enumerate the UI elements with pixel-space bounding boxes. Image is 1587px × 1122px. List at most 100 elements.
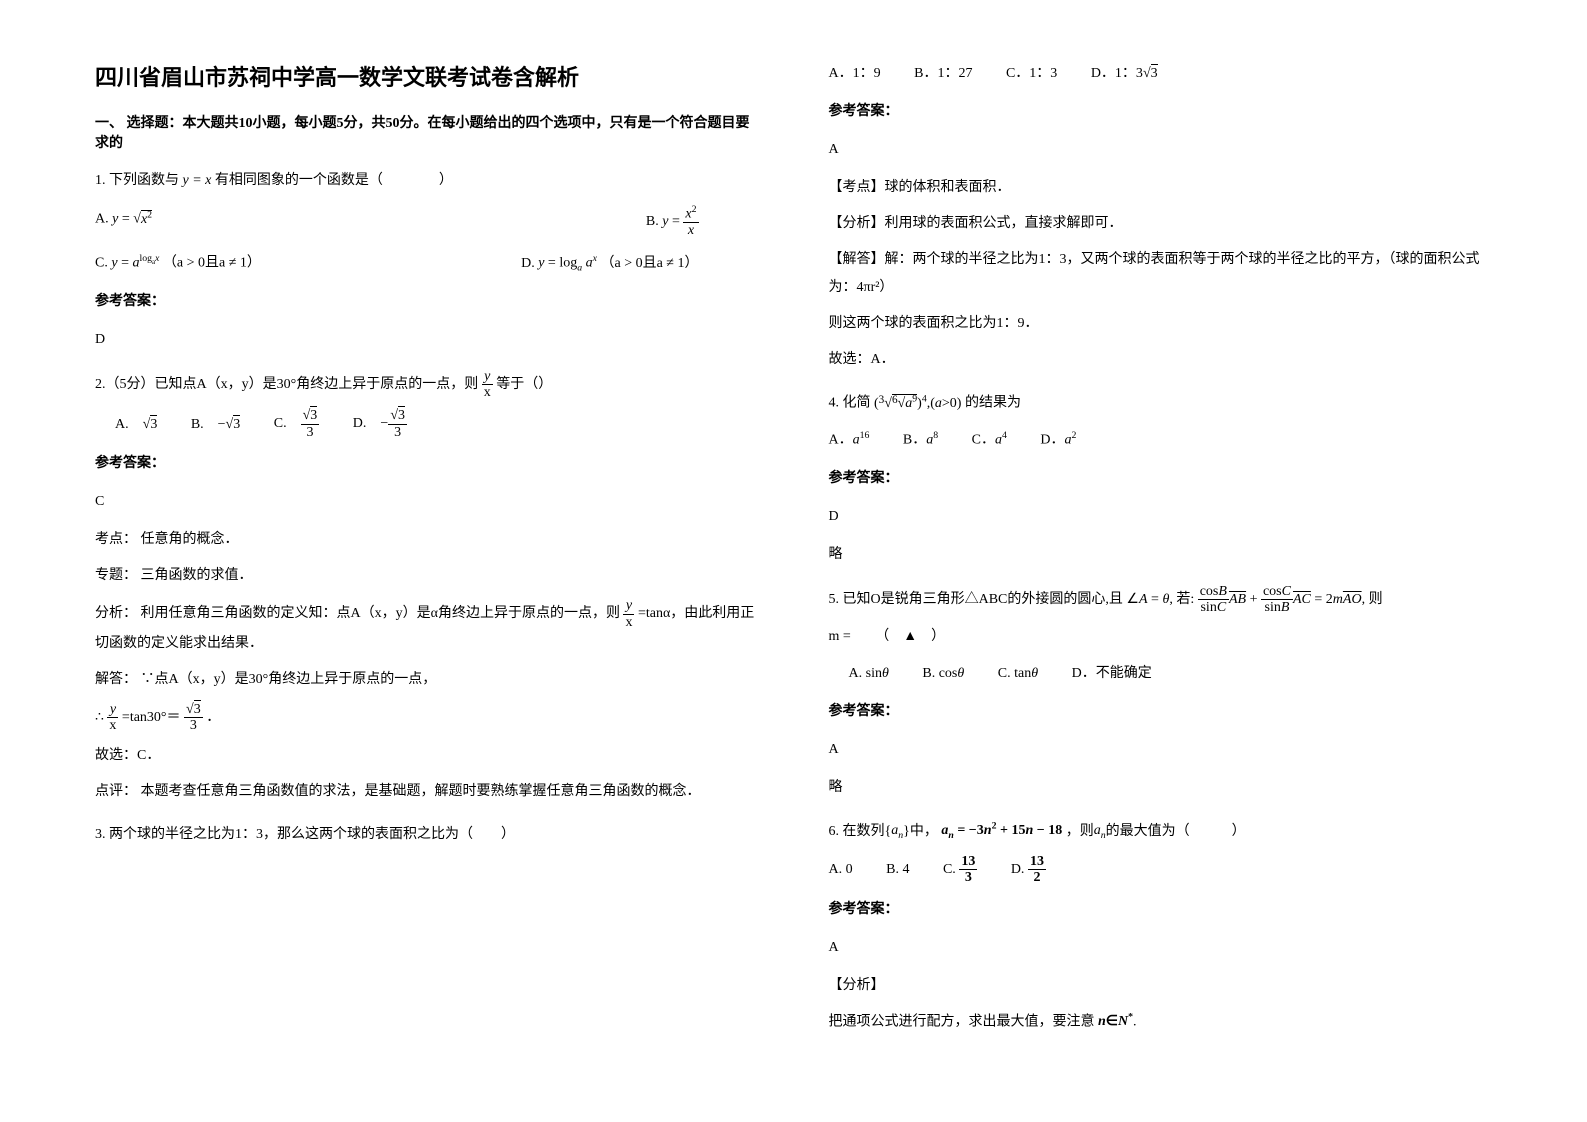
frac-y-x: yx bbox=[482, 369, 493, 401]
q2-answer: C bbox=[95, 488, 759, 516]
q3-guxuan: 故选：A． bbox=[829, 346, 1493, 374]
question-6: 6. 在数列{an}中， an = −3n2 + 15n − 18 ，则an的最… bbox=[829, 817, 1493, 1037]
section-header: 一、 选择题：本大题共10小题，每小题5分，共50分。在每小题给出的四个选项中，… bbox=[95, 112, 759, 152]
q5-stem-mid: 若: bbox=[1176, 592, 1194, 607]
frac-y-x-3: yx bbox=[107, 702, 118, 734]
zhuanti-label: 专题： bbox=[95, 568, 137, 583]
q3-answer: A bbox=[829, 136, 1493, 164]
question-1: 1. 下列函数与 y = x 有相同图象的一个函数是（ ） A. y = √x2… bbox=[95, 167, 759, 354]
q3-stem: 3. 两个球的半径之比为1：3，那么这两个球的表面积之比为（ ） bbox=[95, 821, 759, 849]
q5-optD: D．不能确定 bbox=[1072, 660, 1152, 688]
q5-big-formula: cosBsinCAB + cosCsinBAC = 2mAO, bbox=[1198, 584, 1365, 616]
right-column: A．1：9 B．1：27 C．1：3 D．1：3√3 参考答案： A 【考点】球… bbox=[829, 60, 1493, 1051]
jieda2-post: ． bbox=[206, 710, 220, 725]
q1-optC: C. y = alogax （a > 0且a ≠ 1） bbox=[95, 249, 261, 278]
q3-jieda: 解：两个球的半径之比为1：3，又两个球的表面积等于两个球的半径之比的平方，（球的… bbox=[829, 252, 1480, 295]
q6-stem-end: 的最大值为（ ） bbox=[1106, 823, 1246, 838]
q4-formula: (3√6√a9)4,(a>0) bbox=[874, 389, 961, 418]
formula-x2-over-x: y = x2x bbox=[662, 205, 698, 238]
q3-fenxi: 利用球的表面积公式，直接求解即可． bbox=[885, 216, 1123, 231]
zhuanti: 三角函数的求值． bbox=[141, 568, 253, 583]
fenxi-label: 分析： bbox=[95, 606, 137, 621]
q6-stem-mid: }中， bbox=[903, 823, 938, 838]
question-5: 5. 已知O是锐角三角形△ABC的外接圆的圆心,且 ∠A = θ, 若: cos… bbox=[829, 584, 1493, 802]
q6-answer: A bbox=[829, 934, 1493, 962]
frac-sqrt3-3: √33 bbox=[184, 702, 203, 734]
dianping: 本题考查任意角三角函数值的求法，是基础题，解题时要熟练掌握任意角三角函数的概念． bbox=[141, 784, 701, 799]
jieda2-mid: =tan30°＝ bbox=[122, 710, 181, 725]
q1-answer-label: 参考答案： bbox=[95, 288, 759, 316]
kaodian-label: 考点： bbox=[95, 532, 137, 547]
formula-a-logax: y = alogax bbox=[111, 249, 159, 278]
q1-optD: D. y = loga ax （a > 0且a ≠ 1） bbox=[521, 249, 698, 278]
q6-stem-pre: 6. 在数列{ bbox=[829, 823, 892, 838]
q2-answer-label: 参考答案： bbox=[95, 450, 759, 478]
q1-stem-pre: 1. 下列函数与 bbox=[95, 173, 179, 188]
question-3: A．1：9 B．1：27 C．1：3 D．1：3√3 参考答案： A 【考点】球… bbox=[829, 60, 1493, 374]
q6-formula: an = −3n2 + 15n − 18 bbox=[941, 817, 1062, 846]
q6-fenxi: 把通项公式进行配方，求出最大值，要注意 bbox=[829, 1014, 1095, 1029]
q6-stem-post: ，则 bbox=[1066, 823, 1094, 838]
q5-optB: B. cosθ bbox=[922, 660, 964, 688]
q3-jieda2: 则这两个球的表面积之比为1：9． bbox=[829, 310, 1493, 338]
jieda2-pre: ∴ bbox=[95, 710, 104, 725]
q4-optD: D．a2 bbox=[1040, 426, 1076, 455]
q6-n-in-N: n∈N*. bbox=[1098, 1008, 1137, 1037]
q2-optC: C. √33 bbox=[274, 408, 320, 440]
q3-answer-label: 参考答案： bbox=[829, 98, 1493, 126]
q6-optC: C. 133 bbox=[943, 854, 977, 886]
document-title: 四川省眉山市苏祠中学高一数学文联考试卷含解析 bbox=[95, 60, 759, 92]
q6-optD: D. 132 bbox=[1011, 854, 1046, 886]
q5-optA: A. sinθ bbox=[849, 660, 889, 688]
q1-answer: D bbox=[95, 326, 759, 354]
q3-kaodian: 球的体积和表面积． bbox=[885, 180, 1011, 195]
dianping-label: 点评： bbox=[95, 784, 137, 799]
q1-formula-yx: y = x bbox=[183, 167, 212, 195]
q4-optB: B．a8 bbox=[903, 426, 938, 455]
formula-loga-ax: y = loga ax bbox=[538, 249, 597, 278]
formula-sqrt-x2: y = √x2 bbox=[112, 205, 152, 234]
q5-answer: A bbox=[829, 736, 1493, 764]
q2-stem-post: 等于（） bbox=[496, 377, 552, 392]
q4-lue: 略 bbox=[829, 541, 1493, 569]
q5-optC: C. tanθ bbox=[998, 660, 1038, 688]
question-2: 2.（5分）已知点A（x，y）是30°角终边上异于原点的一点，则 yx 等于（）… bbox=[95, 369, 759, 806]
q5-angle: ∠A = θ, bbox=[1126, 586, 1172, 614]
q4-optA: A．a16 bbox=[829, 426, 870, 455]
q4-optC: C．a4 bbox=[972, 426, 1007, 455]
jieda: ∵点A（x，y）是30°角终边上异于原点的一点， bbox=[141, 672, 437, 687]
guxuan: 故选：C． bbox=[95, 742, 759, 770]
q5-m: m = bbox=[829, 623, 851, 651]
question-4: 4. 化简 (3√6√a9)4,(a>0) 的结果为 A．a16 B．a8 C．… bbox=[829, 389, 1493, 569]
q5-answer-label: 参考答案： bbox=[829, 698, 1493, 726]
q3-optC: C．1：3 bbox=[1006, 60, 1057, 88]
left-column: 四川省眉山市苏祠中学高一数学文联考试卷含解析 一、 选择题：本大题共10小题，每… bbox=[95, 60, 759, 1051]
q6-optB: B. 4 bbox=[886, 856, 909, 884]
q3-optA: A．1：9 bbox=[829, 60, 881, 88]
q5-stem-pre: 5. 已知O是锐角三角形△ABC的外接圆的圆心,且 bbox=[829, 592, 1123, 607]
q3-optD: D．1：3√3 bbox=[1091, 60, 1158, 88]
q1-stem-post: 有相同图象的一个函数是（ ） bbox=[215, 173, 453, 188]
q4-stem-pre: 4. 化简 bbox=[829, 396, 871, 411]
q1-optA: A. y = √x2 bbox=[95, 205, 152, 238]
q2-optB: B. −√3 bbox=[191, 411, 240, 439]
q6-answer-label: 参考答案： bbox=[829, 896, 1493, 924]
q5-blank: （ ▲ ） bbox=[854, 630, 945, 645]
question-3-stem: 3. 两个球的半径之比为1：3，那么这两个球的表面积之比为（ ） bbox=[95, 821, 759, 849]
q5-lue: 略 bbox=[829, 774, 1493, 802]
q3-jieda-label: 【解答】 bbox=[829, 252, 885, 267]
fenxi: 利用任意角三角函数的定义知：点A（x，y）是α角终边上异于原点的一点，则 bbox=[141, 606, 620, 621]
q2-stem: 2.（5分）已知点A（x，y）是30°角终边上异于原点的一点，则 bbox=[95, 377, 478, 392]
q2-optD: D. −√33 bbox=[353, 408, 407, 440]
q6-fenxi-label: 【分析】 bbox=[829, 972, 1493, 1000]
q3-optB: B．1：27 bbox=[914, 60, 972, 88]
q5-stem-post: 则 bbox=[1369, 592, 1383, 607]
q2-optA: A. √3 bbox=[115, 411, 157, 439]
q1-optB: B. y = x2x bbox=[646, 205, 699, 238]
q3-kaodian-label: 【考点】 bbox=[829, 180, 885, 195]
frac-y-x-2: yx bbox=[623, 598, 634, 630]
q4-answer: D bbox=[829, 503, 1493, 531]
q3-fenxi-label: 【分析】 bbox=[829, 216, 885, 231]
q6-optA: A. 0 bbox=[829, 856, 853, 884]
jieda-label: 解答： bbox=[95, 672, 137, 687]
